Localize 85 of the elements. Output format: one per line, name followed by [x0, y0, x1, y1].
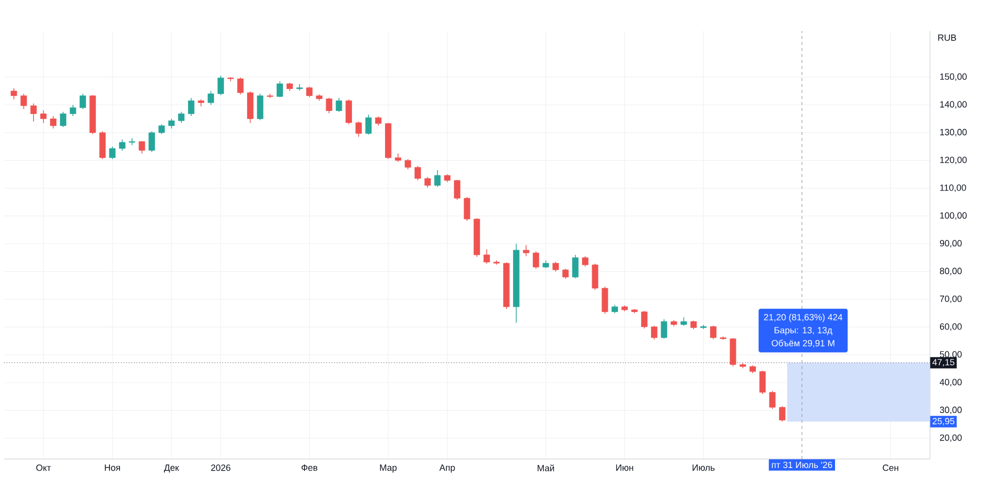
candlestick [296, 84, 303, 91]
candlestick [168, 118, 175, 129]
y-axis-title: RUB [938, 34, 956, 41]
candlestick [532, 251, 540, 270]
ref-line-label: 47,15 [932, 359, 954, 366]
candlestick [30, 103, 37, 122]
y-tick-label: 110,00 [940, 184, 966, 192]
x-tick-label: Июн [616, 464, 634, 471]
candlestick [484, 248, 490, 264]
candlestick [70, 104, 76, 116]
candlestick [227, 76, 234, 82]
y-tick-label: 150,00 [940, 73, 967, 81]
candlestick [178, 111, 184, 124]
y-tick-label: 90,00 [940, 240, 962, 248]
annotation: Объём 29,91 M [772, 340, 834, 348]
candlestick [552, 261, 559, 272]
candlestick [582, 256, 588, 267]
y-tick-label: 40,00 [940, 378, 962, 386]
candlestick [346, 98, 352, 125]
candlestick [208, 90, 214, 106]
x-tick-label: Ноя [104, 464, 120, 471]
candlestick [60, 111, 66, 128]
x-tick-label: Мар [380, 464, 397, 473]
candlestick [434, 170, 441, 188]
candlestick [641, 310, 648, 329]
x-tick-label: Сен [882, 464, 898, 471]
candlestick [326, 98, 332, 114]
y-tick-label: 140,00 [940, 101, 967, 109]
candlestick [769, 390, 776, 410]
candlestick [50, 116, 56, 129]
y-tick-label: 70,00 [940, 296, 962, 304]
x-tick-label: Дек [164, 464, 180, 473]
candlestick [779, 406, 786, 422]
candlestick [218, 75, 224, 96]
candlestick [188, 98, 194, 116]
candlestick [592, 263, 598, 290]
candlestick [237, 77, 244, 95]
candlestick [355, 121, 362, 138]
candlestick [336, 98, 342, 112]
candlestick [424, 176, 431, 188]
candlestick [20, 93, 27, 110]
candlestick [276, 80, 283, 98]
y-tick-label: 120,00 [940, 156, 967, 164]
candlestick [375, 116, 382, 126]
x-tick-label: 2026 [211, 464, 230, 471]
candlestick [759, 370, 766, 394]
candlestick [158, 124, 165, 134]
candlestick [660, 318, 668, 340]
candlestick [710, 325, 716, 340]
candlestick [128, 138, 136, 146]
annotation: Бары: 13, 13д [774, 326, 832, 336]
candlestick [138, 140, 146, 154]
candlestick [404, 158, 412, 170]
band-label: 25,95 [932, 418, 954, 426]
x-tick-label: пт 31 Июль '26 [772, 462, 832, 468]
candlestick [119, 139, 126, 152]
candlestick [414, 166, 421, 181]
y-tick-label: 130,00 [940, 128, 967, 136]
candlestick [365, 114, 372, 135]
y-tick-label: 30,00 [940, 406, 962, 414]
y-tick-label: 50,00 [940, 351, 962, 359]
candlestick [522, 244, 530, 257]
candlestick [572, 254, 579, 279]
y-tick-label: 20,00 [940, 434, 962, 442]
x-tick-label: Апр [439, 464, 455, 473]
candlestick [306, 86, 313, 98]
x-tick-label: Окт [36, 464, 51, 471]
candlestick [464, 196, 470, 222]
y-tick-label: 80,00 [940, 268, 962, 276]
annotation: 21,20 (81,63%) 424 [764, 314, 842, 322]
candlestick [256, 93, 264, 121]
x-tick-label: Фев [302, 464, 318, 471]
candlestick [40, 110, 47, 124]
y-tick-label: 100,00 [940, 212, 967, 220]
x-tick-label: Июль [692, 464, 715, 471]
candlestick [454, 179, 460, 200]
candlestick [10, 88, 18, 100]
candlestick [148, 130, 155, 152]
candlestick [651, 325, 658, 340]
candlestick [80, 93, 86, 110]
candlestick [602, 286, 608, 314]
x-tick-label: Май [538, 464, 554, 472]
candlestick [562, 268, 569, 280]
candlestick [109, 146, 116, 160]
y-tick-label: 60,00 [940, 323, 962, 331]
